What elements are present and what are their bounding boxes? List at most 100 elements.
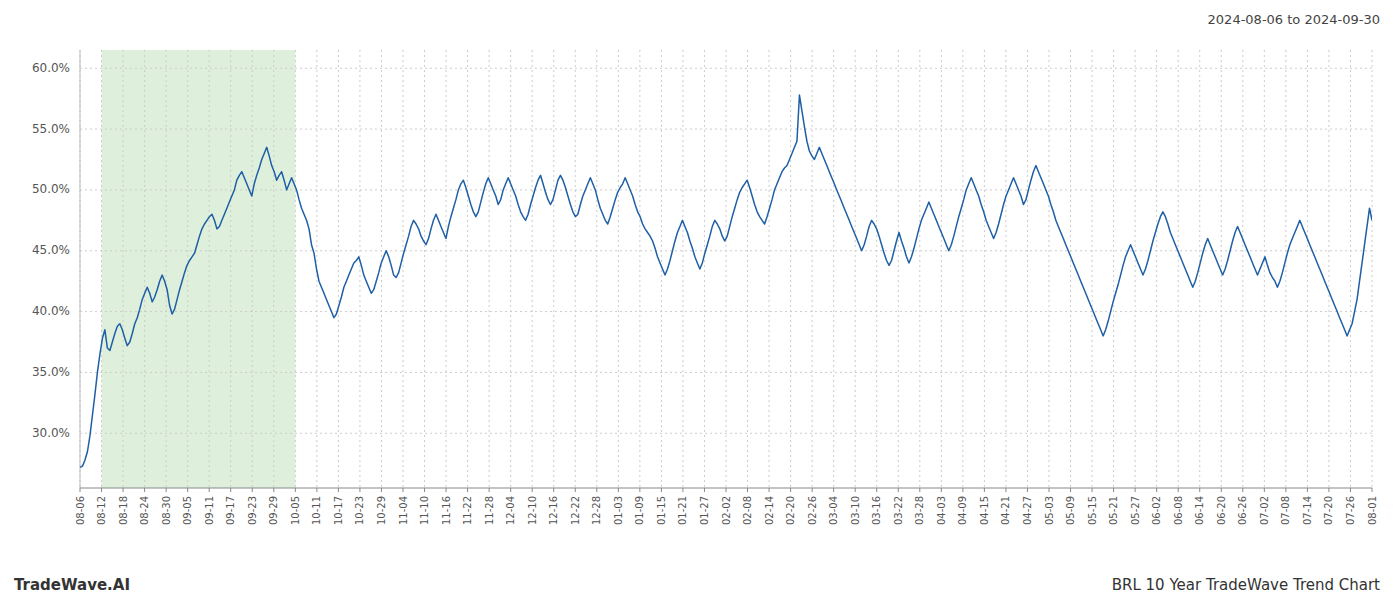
x-tick-mark xyxy=(747,488,748,492)
grid xyxy=(80,50,1372,488)
x-tick-label: 08-12 xyxy=(96,496,107,525)
x-tick-label: 08-01 xyxy=(1367,496,1378,525)
x-tick-mark xyxy=(618,488,619,492)
x-tick-label: 07-08 xyxy=(1280,496,1291,525)
x-grid-line xyxy=(1005,50,1006,488)
x-tick-mark xyxy=(1005,488,1006,492)
x-tick-mark xyxy=(403,488,404,492)
x-tick-label: 02-26 xyxy=(807,496,818,525)
x-grid-line xyxy=(1307,50,1308,488)
x-tick-mark xyxy=(812,488,813,492)
x-tick-mark xyxy=(553,488,554,492)
y-grid-line xyxy=(80,129,1372,130)
x-grid-line xyxy=(769,50,770,488)
x-tick-mark xyxy=(187,488,188,492)
x-tick-label: 12-10 xyxy=(527,496,538,525)
x-tick-label: 04-27 xyxy=(1022,496,1033,525)
x-grid-line xyxy=(1049,50,1050,488)
y-grid-line xyxy=(80,68,1372,69)
x-grid-line xyxy=(1350,50,1351,488)
x-tick-mark xyxy=(230,488,231,492)
x-tick-label: 11-16 xyxy=(441,496,452,525)
x-tick-mark xyxy=(962,488,963,492)
x-tick-mark xyxy=(941,488,942,492)
y-axis-line xyxy=(80,50,81,488)
y-grid-line xyxy=(80,433,1372,434)
chart-container: 30.0%35.0%40.0%45.0%50.0%55.0%60.0%08-06… xyxy=(0,0,1400,600)
y-tick-label: 55.0% xyxy=(32,122,70,136)
x-grid-line xyxy=(338,50,339,488)
x-axis-line xyxy=(80,488,1372,489)
x-tick-label: 01-03 xyxy=(613,496,624,525)
x-tick-label: 02-02 xyxy=(721,496,732,525)
x-grid-line xyxy=(833,50,834,488)
x-tick-mark xyxy=(984,488,985,492)
x-grid-line xyxy=(1372,50,1373,488)
x-tick-mark xyxy=(726,488,727,492)
x-tick-mark xyxy=(1113,488,1114,492)
x-grid-line xyxy=(1135,50,1136,488)
x-tick-label: 04-21 xyxy=(1000,496,1011,525)
x-tick-mark xyxy=(273,488,274,492)
x-tick-label: 09-23 xyxy=(247,496,258,525)
x-tick-label: 01-15 xyxy=(656,496,667,525)
x-tick-label: 06-14 xyxy=(1194,496,1205,525)
highlight-region xyxy=(102,50,296,488)
x-tick-label: 10-23 xyxy=(354,496,365,525)
x-tick-mark xyxy=(252,488,253,492)
x-grid-line xyxy=(532,50,533,488)
x-grid-line xyxy=(639,50,640,488)
x-grid-line xyxy=(575,50,576,488)
x-tick-mark xyxy=(359,488,360,492)
x-tick-mark xyxy=(144,488,145,492)
x-grid-line xyxy=(403,50,404,488)
x-tick-label: 10-05 xyxy=(290,496,301,525)
x-grid-line xyxy=(1113,50,1114,488)
chart-title: 2024-08-06 to 2024-09-30 xyxy=(1208,12,1380,27)
x-grid-line xyxy=(123,50,124,488)
x-tick-mark xyxy=(1070,488,1071,492)
x-tick-label: 05-21 xyxy=(1108,496,1119,525)
x-grid-line xyxy=(209,50,210,488)
x-grid-line xyxy=(682,50,683,488)
x-tick-label: 05-09 xyxy=(1065,496,1076,525)
x-grid-line xyxy=(747,50,748,488)
x-tick-mark xyxy=(424,488,425,492)
y-tick-label: 35.0% xyxy=(32,365,70,379)
x-grid-line xyxy=(187,50,188,488)
x-grid-line xyxy=(984,50,985,488)
x-grid-line xyxy=(1264,50,1265,488)
x-tick-label: 03-10 xyxy=(850,496,861,525)
x-tick-label: 05-27 xyxy=(1130,496,1141,525)
x-tick-label: 11-28 xyxy=(484,496,495,525)
x-grid-line xyxy=(359,50,360,488)
x-tick-label: 06-02 xyxy=(1151,496,1162,525)
x-tick-mark xyxy=(295,488,296,492)
x-tick-label: 01-09 xyxy=(634,496,645,525)
x-tick-mark xyxy=(80,488,81,492)
x-tick-label: 12-28 xyxy=(591,496,602,525)
x-tick-label: 08-30 xyxy=(161,496,172,525)
x-grid-line xyxy=(596,50,597,488)
x-grid-line xyxy=(876,50,877,488)
x-tick-label: 02-08 xyxy=(742,496,753,525)
x-grid-line xyxy=(101,50,102,488)
x-tick-label: 12-22 xyxy=(570,496,581,525)
x-tick-label: 04-03 xyxy=(936,496,947,525)
x-axis: 08-0608-1208-1808-2408-3009-0509-1109-17… xyxy=(75,488,1378,525)
x-tick-mark xyxy=(919,488,920,492)
x-tick-label: 07-26 xyxy=(1345,496,1356,525)
x-tick-mark xyxy=(1328,488,1329,492)
series-line xyxy=(80,95,1372,467)
x-grid-line xyxy=(166,50,167,488)
x-tick-mark xyxy=(1135,488,1136,492)
x-grid-line xyxy=(381,50,382,488)
x-tick-mark xyxy=(209,488,210,492)
x-grid-line xyxy=(510,50,511,488)
x-tick-label: 10-11 xyxy=(311,496,322,525)
x-grid-line xyxy=(1156,50,1157,488)
x-tick-mark xyxy=(467,488,468,492)
x-tick-label: 05-15 xyxy=(1087,496,1098,525)
x-grid-line xyxy=(618,50,619,488)
x-tick-mark xyxy=(1264,488,1265,492)
